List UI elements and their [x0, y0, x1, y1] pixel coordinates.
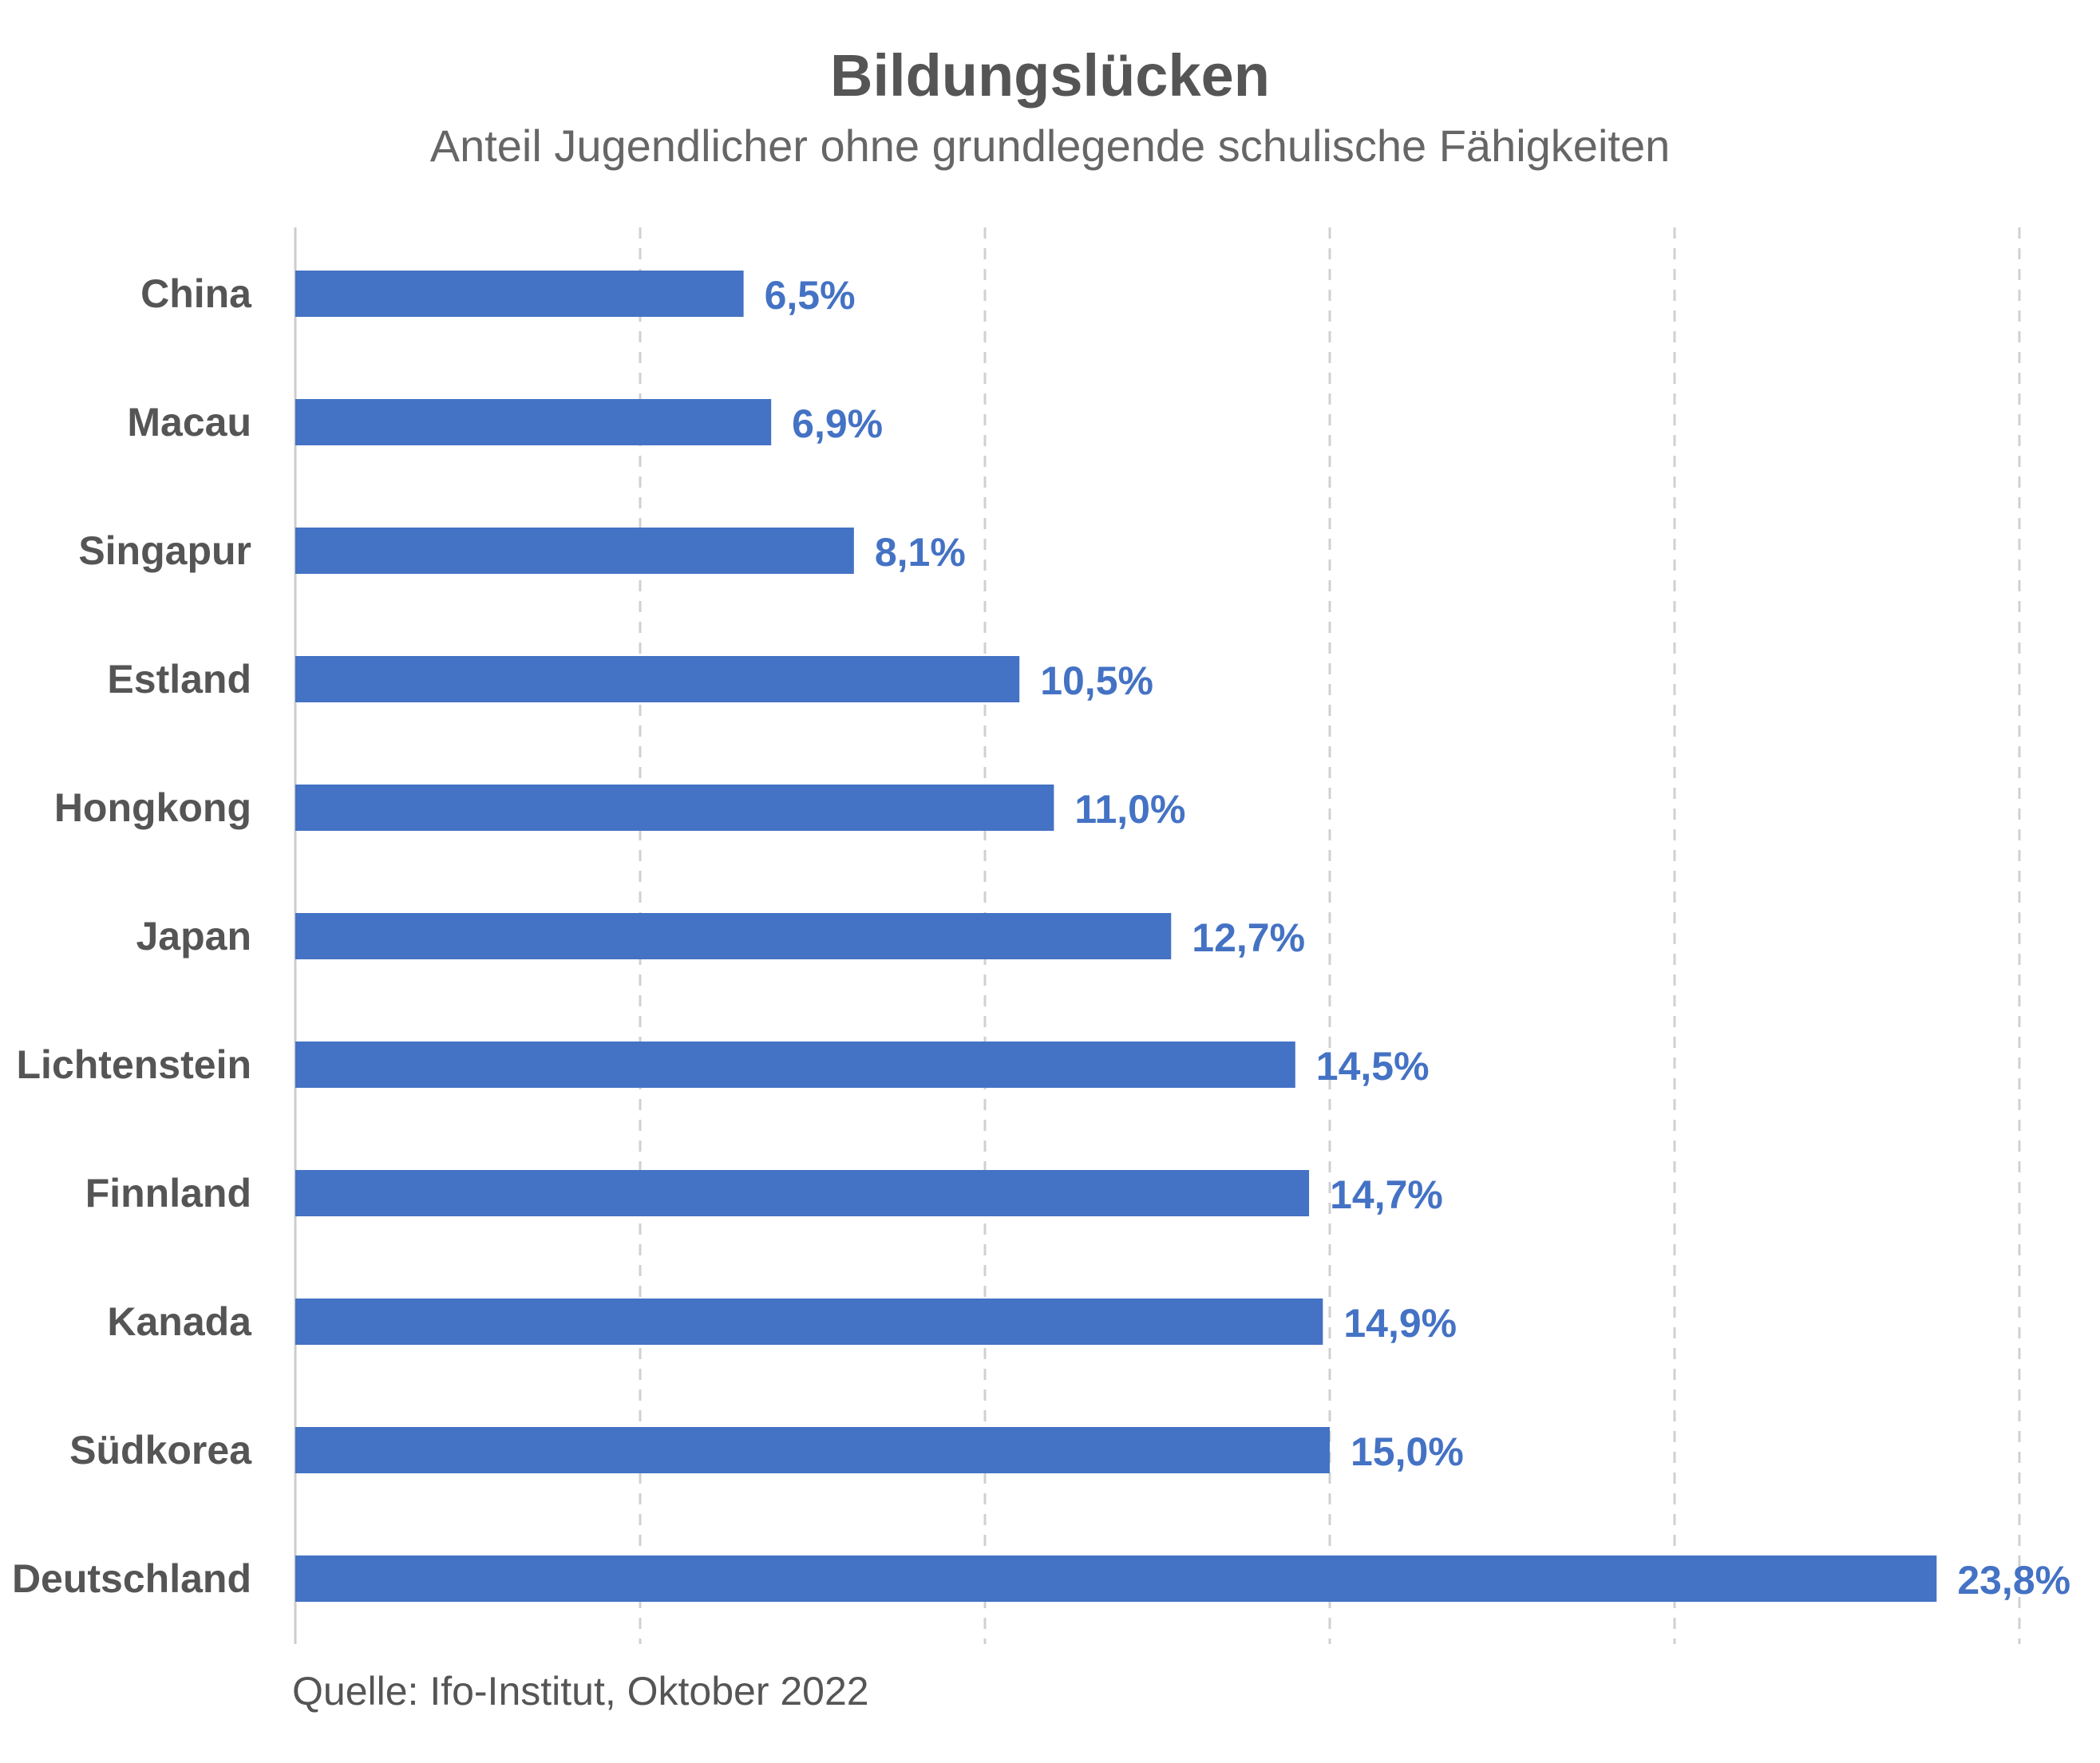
bar [295, 1042, 1295, 1088]
category-label: Finnland [85, 1171, 251, 1216]
category-label: Südkorea [69, 1428, 252, 1472]
category-label: Deutschland [12, 1556, 251, 1601]
bar [295, 1555, 1937, 1602]
value-label: 14,7% [1330, 1172, 1443, 1217]
bar [295, 913, 1172, 959]
bar [295, 785, 1054, 831]
value-label: 14,9% [1343, 1301, 1457, 1346]
category-label: Kanada [107, 1299, 252, 1344]
bar [295, 528, 854, 574]
value-label: 8,1% [875, 530, 966, 575]
value-label: 23,8% [1957, 1558, 2070, 1603]
value-label: 15,0% [1351, 1429, 1464, 1474]
chart-subtitle: Anteil Jugendlicher ohne grundlegende sc… [429, 121, 1671, 171]
value-label: 14,5% [1316, 1044, 1430, 1089]
category-label: China [140, 271, 252, 316]
category-label: Hongkong [54, 785, 251, 830]
value-label: 11,0% [1074, 787, 1185, 832]
bar [295, 1427, 1330, 1473]
category-label: Japan [136, 914, 251, 959]
category-label: Macau [127, 400, 251, 445]
value-label: 12,7% [1192, 915, 1305, 960]
value-label: 10,5% [1040, 658, 1153, 703]
value-label: 6,9% [792, 401, 883, 446]
source-note: Quelle: Ifo-Institut, Oktober 2022 [292, 1669, 869, 1714]
category-label: Singapur [78, 528, 251, 573]
bar [295, 399, 772, 445]
value-label: 6,5% [765, 273, 856, 318]
category-label: Estland [107, 657, 251, 702]
bar [295, 656, 1020, 702]
bar [295, 1299, 1323, 1345]
bar [295, 1170, 1310, 1216]
category-label: Lichtenstein [17, 1042, 251, 1087]
bar [295, 271, 744, 317]
chart-title: Bildungslücken [830, 42, 1270, 109]
